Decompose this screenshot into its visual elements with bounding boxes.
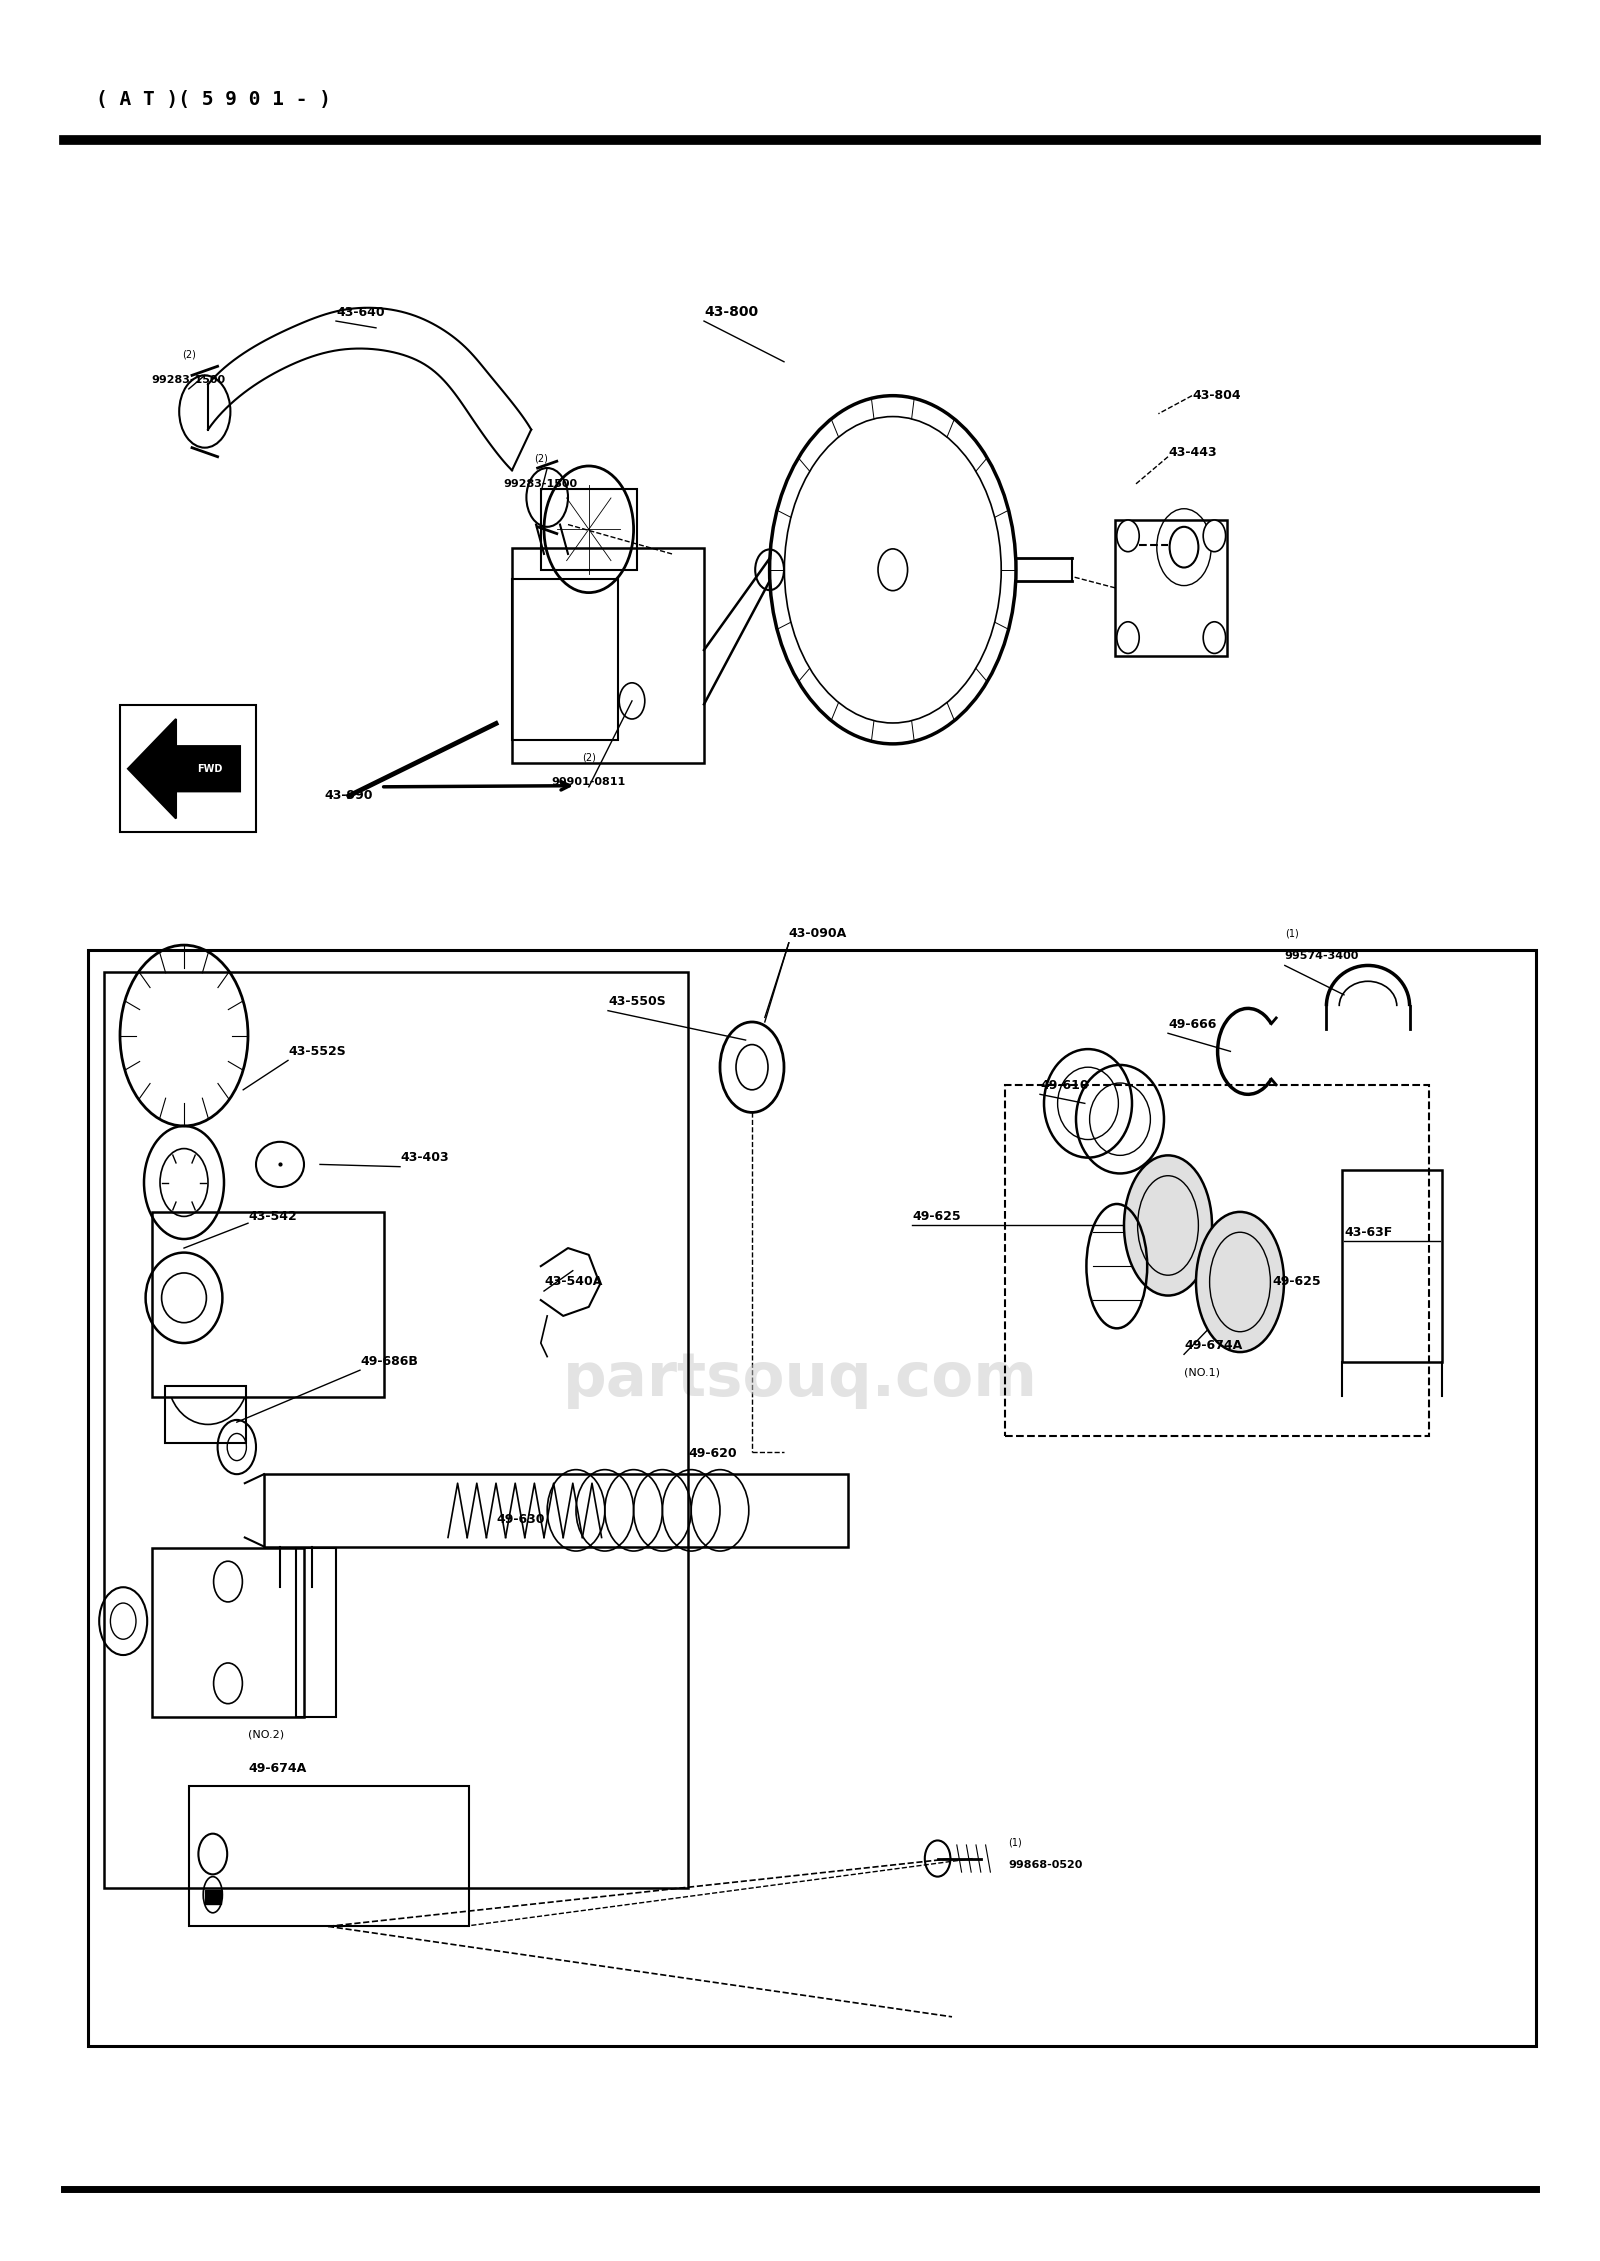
- Text: 99283-1500: 99283-1500: [504, 479, 578, 488]
- Bar: [205, 1890, 221, 1904]
- Bar: [512, 579, 618, 742]
- Text: (NO.1): (NO.1): [1184, 1368, 1221, 1377]
- Ellipse shape: [1123, 1155, 1213, 1296]
- Text: (2): (2): [582, 753, 595, 762]
- Text: 43-090A: 43-090A: [789, 927, 846, 941]
- Bar: [104, 972, 688, 1888]
- Text: 43-990: 43-990: [325, 789, 373, 803]
- Bar: [264, 1474, 848, 1547]
- Text: (1): (1): [1285, 929, 1299, 938]
- Text: (2): (2): [182, 350, 195, 359]
- Bar: [296, 1547, 336, 1718]
- Bar: [1005, 1085, 1429, 1436]
- Text: 49-674A: 49-674A: [248, 1761, 306, 1775]
- Text: 43-542: 43-542: [248, 1210, 296, 1223]
- Bar: [165, 1386, 246, 1443]
- Text: 43-800: 43-800: [704, 305, 758, 319]
- Text: (NO.2): (NO.2): [248, 1730, 285, 1739]
- Bar: [512, 549, 704, 764]
- Polygon shape: [128, 719, 240, 818]
- Bar: [88, 950, 1536, 2046]
- Text: (1): (1): [1008, 1838, 1022, 1847]
- Text: 49-674A: 49-674A: [1184, 1339, 1242, 1352]
- Text: 43-443: 43-443: [1168, 445, 1216, 459]
- Text: ( A T )( 5 9 0 1 - ): ( A T )( 5 9 0 1 - ): [96, 90, 331, 109]
- Circle shape: [1203, 622, 1226, 653]
- Bar: [152, 1547, 304, 1718]
- Text: 43-550S: 43-550S: [608, 995, 666, 1008]
- Text: 49-686B: 49-686B: [360, 1354, 418, 1368]
- Text: 43-403: 43-403: [400, 1151, 448, 1164]
- Text: 43-804: 43-804: [1192, 389, 1240, 402]
- Bar: [541, 488, 637, 570]
- Text: 99574-3400: 99574-3400: [1285, 952, 1358, 961]
- Text: 49-625: 49-625: [1272, 1275, 1320, 1289]
- Text: FWD: FWD: [197, 764, 222, 773]
- Text: 49-630: 49-630: [496, 1513, 544, 1526]
- Bar: [1342, 1171, 1442, 1361]
- Circle shape: [1117, 520, 1139, 552]
- Text: 43-540A: 43-540A: [544, 1275, 602, 1289]
- Circle shape: [1117, 622, 1139, 653]
- Text: 43-552S: 43-552S: [288, 1045, 346, 1058]
- Text: 43-640: 43-640: [336, 305, 384, 319]
- Text: 49-620: 49-620: [688, 1447, 736, 1461]
- Bar: [152, 1212, 384, 1397]
- Ellipse shape: [1197, 1212, 1283, 1352]
- Text: 90901-0811: 90901-0811: [552, 778, 626, 787]
- Circle shape: [1203, 520, 1226, 552]
- Text: 99868-0520: 99868-0520: [1008, 1861, 1082, 1870]
- Text: 43-63F: 43-63F: [1344, 1225, 1392, 1239]
- Text: 49-666: 49-666: [1168, 1017, 1216, 1031]
- Text: 99283-1500: 99283-1500: [152, 375, 226, 384]
- Text: 49-610: 49-610: [1040, 1078, 1088, 1092]
- Bar: [189, 1786, 469, 1926]
- Bar: [120, 705, 256, 832]
- Text: (2): (2): [534, 454, 547, 464]
- Text: partsouq.com: partsouq.com: [563, 1350, 1037, 1409]
- Bar: [1115, 520, 1227, 656]
- Text: 49-625: 49-625: [912, 1210, 960, 1223]
